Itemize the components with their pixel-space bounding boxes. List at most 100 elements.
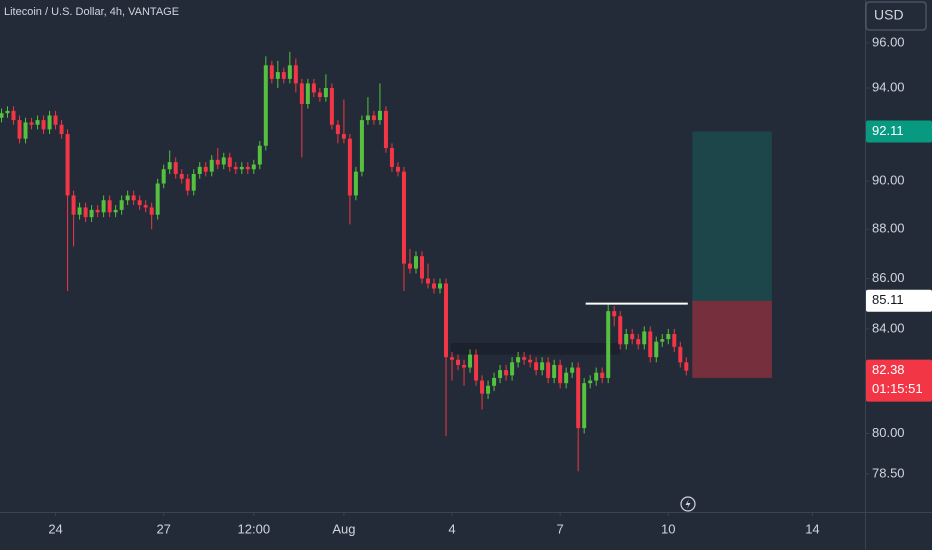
candle-body <box>71 195 76 215</box>
candle-body <box>5 110 10 114</box>
candle-body <box>143 205 148 208</box>
lightning-icon[interactable] <box>680 496 696 512</box>
candle-body <box>335 124 340 135</box>
candle-body <box>456 359 461 365</box>
candle-body <box>191 173 196 191</box>
candle-body <box>173 162 178 174</box>
candle-body <box>678 346 683 363</box>
candle-body <box>552 364 557 378</box>
candle-body <box>185 178 190 191</box>
candle-body <box>197 166 202 174</box>
y-tick-label: 88.00 <box>872 221 905 236</box>
range-zone <box>450 343 621 355</box>
candle-body <box>444 283 449 358</box>
candle-body <box>419 256 424 279</box>
y-tick-label: 80.00 <box>872 425 905 440</box>
candle-body <box>462 364 467 368</box>
candle-body <box>564 372 569 384</box>
candle-body <box>534 362 539 371</box>
candle-body <box>299 83 304 104</box>
candle-body <box>41 120 46 130</box>
candle-body <box>161 169 166 184</box>
candle-body <box>257 145 262 165</box>
candle-body <box>672 334 677 347</box>
candle-body <box>251 164 256 170</box>
candle-body <box>263 65 268 146</box>
candle-body <box>522 357 527 360</box>
candle-body <box>101 200 106 213</box>
candle-body <box>389 148 394 167</box>
candle-body <box>317 92 322 98</box>
candle-body <box>660 339 665 342</box>
candle-body <box>594 372 599 381</box>
candle-body <box>582 383 587 429</box>
y-tick-label: 78.50 <box>872 465 905 480</box>
candle-body <box>546 362 551 378</box>
candle-body <box>305 83 310 104</box>
price-badge-label: 92.11 <box>872 123 904 138</box>
candle-body <box>600 372 605 378</box>
candle-body <box>179 173 184 179</box>
candle-body <box>425 278 430 284</box>
currency-box[interactable] <box>865 1 927 31</box>
x-tick-label: Aug <box>332 521 355 536</box>
candle-body <box>227 157 232 167</box>
countdown: 01:15:51 <box>872 381 923 396</box>
candle-body <box>155 183 160 215</box>
candle-body <box>618 316 623 345</box>
candle-body <box>371 115 376 121</box>
chart-title: Litecoin / U.S. Dollar, 4h, VANTAGE <box>4 6 179 18</box>
candle-body <box>450 357 455 360</box>
price-badge-label: 82.38 <box>872 362 905 377</box>
candle-body <box>59 124 64 135</box>
candle-body <box>221 157 226 165</box>
x-tick-label: 10 <box>661 521 675 536</box>
candle-body <box>89 209 94 218</box>
plot-area <box>0 51 772 472</box>
candle-body <box>353 171 358 196</box>
candle-body <box>341 134 346 139</box>
candle-body <box>281 72 286 79</box>
candle-body <box>95 209 100 213</box>
x-tick-label: 27 <box>156 521 170 536</box>
candle-body <box>0 113 4 118</box>
price-badge-label: 85.11 <box>872 292 904 307</box>
candle-body <box>329 87 334 125</box>
candle-body <box>203 166 208 172</box>
candle-body <box>438 283 443 289</box>
candle-body <box>624 334 629 345</box>
candle-body <box>119 200 124 210</box>
candle-body <box>323 87 328 98</box>
candle-body <box>11 110 16 121</box>
y-tick-label: 96.00 <box>872 34 905 49</box>
candle-body <box>492 377 497 386</box>
currency: USD <box>874 7 904 23</box>
candle-body <box>359 120 364 172</box>
candle-body <box>570 367 575 373</box>
candle-body <box>666 334 671 340</box>
candle-body <box>401 171 406 264</box>
candle-body <box>498 370 503 378</box>
candle-body <box>558 364 563 384</box>
candle-body <box>654 341 659 358</box>
candle-body <box>209 159 214 172</box>
price-badge <box>866 359 932 402</box>
candle-body <box>53 115 58 125</box>
candle-body <box>504 370 509 376</box>
y-tick-label: 90.00 <box>872 173 905 188</box>
candle-body <box>516 357 521 363</box>
candle-body <box>684 362 689 371</box>
candle-body <box>113 209 118 213</box>
candle-body <box>149 207 154 215</box>
y-tick-label: 84.00 <box>872 320 905 335</box>
y-tick-label: 94.00 <box>872 79 905 94</box>
candle-body <box>35 120 40 125</box>
candle-body <box>107 200 112 213</box>
candle-body <box>407 263 412 269</box>
candle-body <box>606 311 611 378</box>
candle-body <box>233 166 238 170</box>
candle-body <box>215 159 220 165</box>
candle-body <box>17 120 22 139</box>
stop-zone <box>692 300 772 378</box>
